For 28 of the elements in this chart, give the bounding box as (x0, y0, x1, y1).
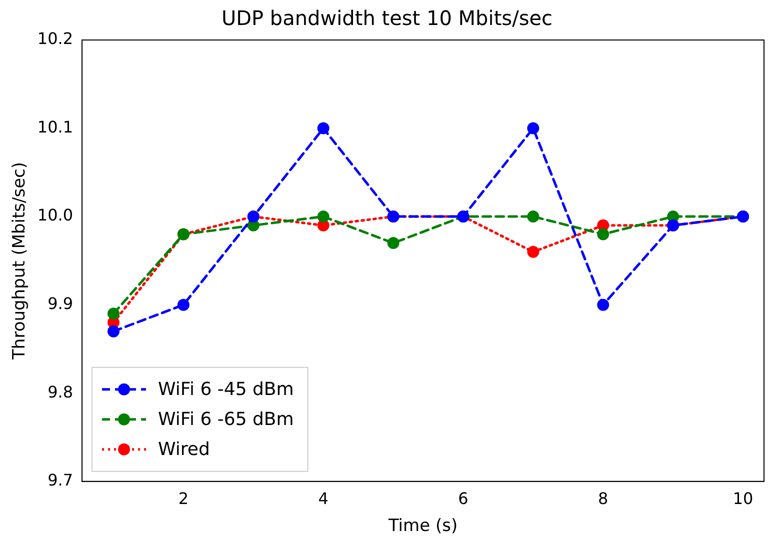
point (387, 237, 400, 250)
x-tick-label: 8 (598, 489, 608, 508)
point (317, 210, 330, 223)
y-tick-label: 10.1 (37, 117, 74, 136)
point (317, 122, 330, 134)
point (527, 246, 540, 258)
x-tick-label: 4 (318, 489, 328, 508)
y-axis-title: Throughput (Mbits/sec) (10, 162, 30, 360)
y-tick-label: 9.7 (48, 470, 74, 490)
legend-label: Wired (158, 439, 210, 460)
chart-title: UDP bandwidth test 10 Mbits/sec (221, 6, 553, 30)
x-tick-label: 6 (458, 489, 468, 508)
point (527, 210, 540, 223)
point (527, 122, 540, 134)
point (108, 325, 120, 338)
point (597, 228, 610, 240)
y-tick-label: 10.0 (37, 206, 74, 225)
legend-label: WiFi 6 -65 dBm (158, 409, 294, 430)
point (597, 298, 610, 311)
point (177, 298, 190, 311)
x-axis-title: Time (s) (387, 516, 458, 536)
x-tick-label: 10 (732, 489, 754, 508)
legend-label: WiFi 6 -45 dBm (158, 379, 294, 400)
x-tick-label: 2 (178, 489, 189, 508)
point (108, 308, 120, 320)
y-tick-label: 9.8 (48, 382, 74, 402)
y-tick-label: 10.2 (37, 29, 74, 48)
y-tick-label: 9.9 (48, 294, 74, 313)
